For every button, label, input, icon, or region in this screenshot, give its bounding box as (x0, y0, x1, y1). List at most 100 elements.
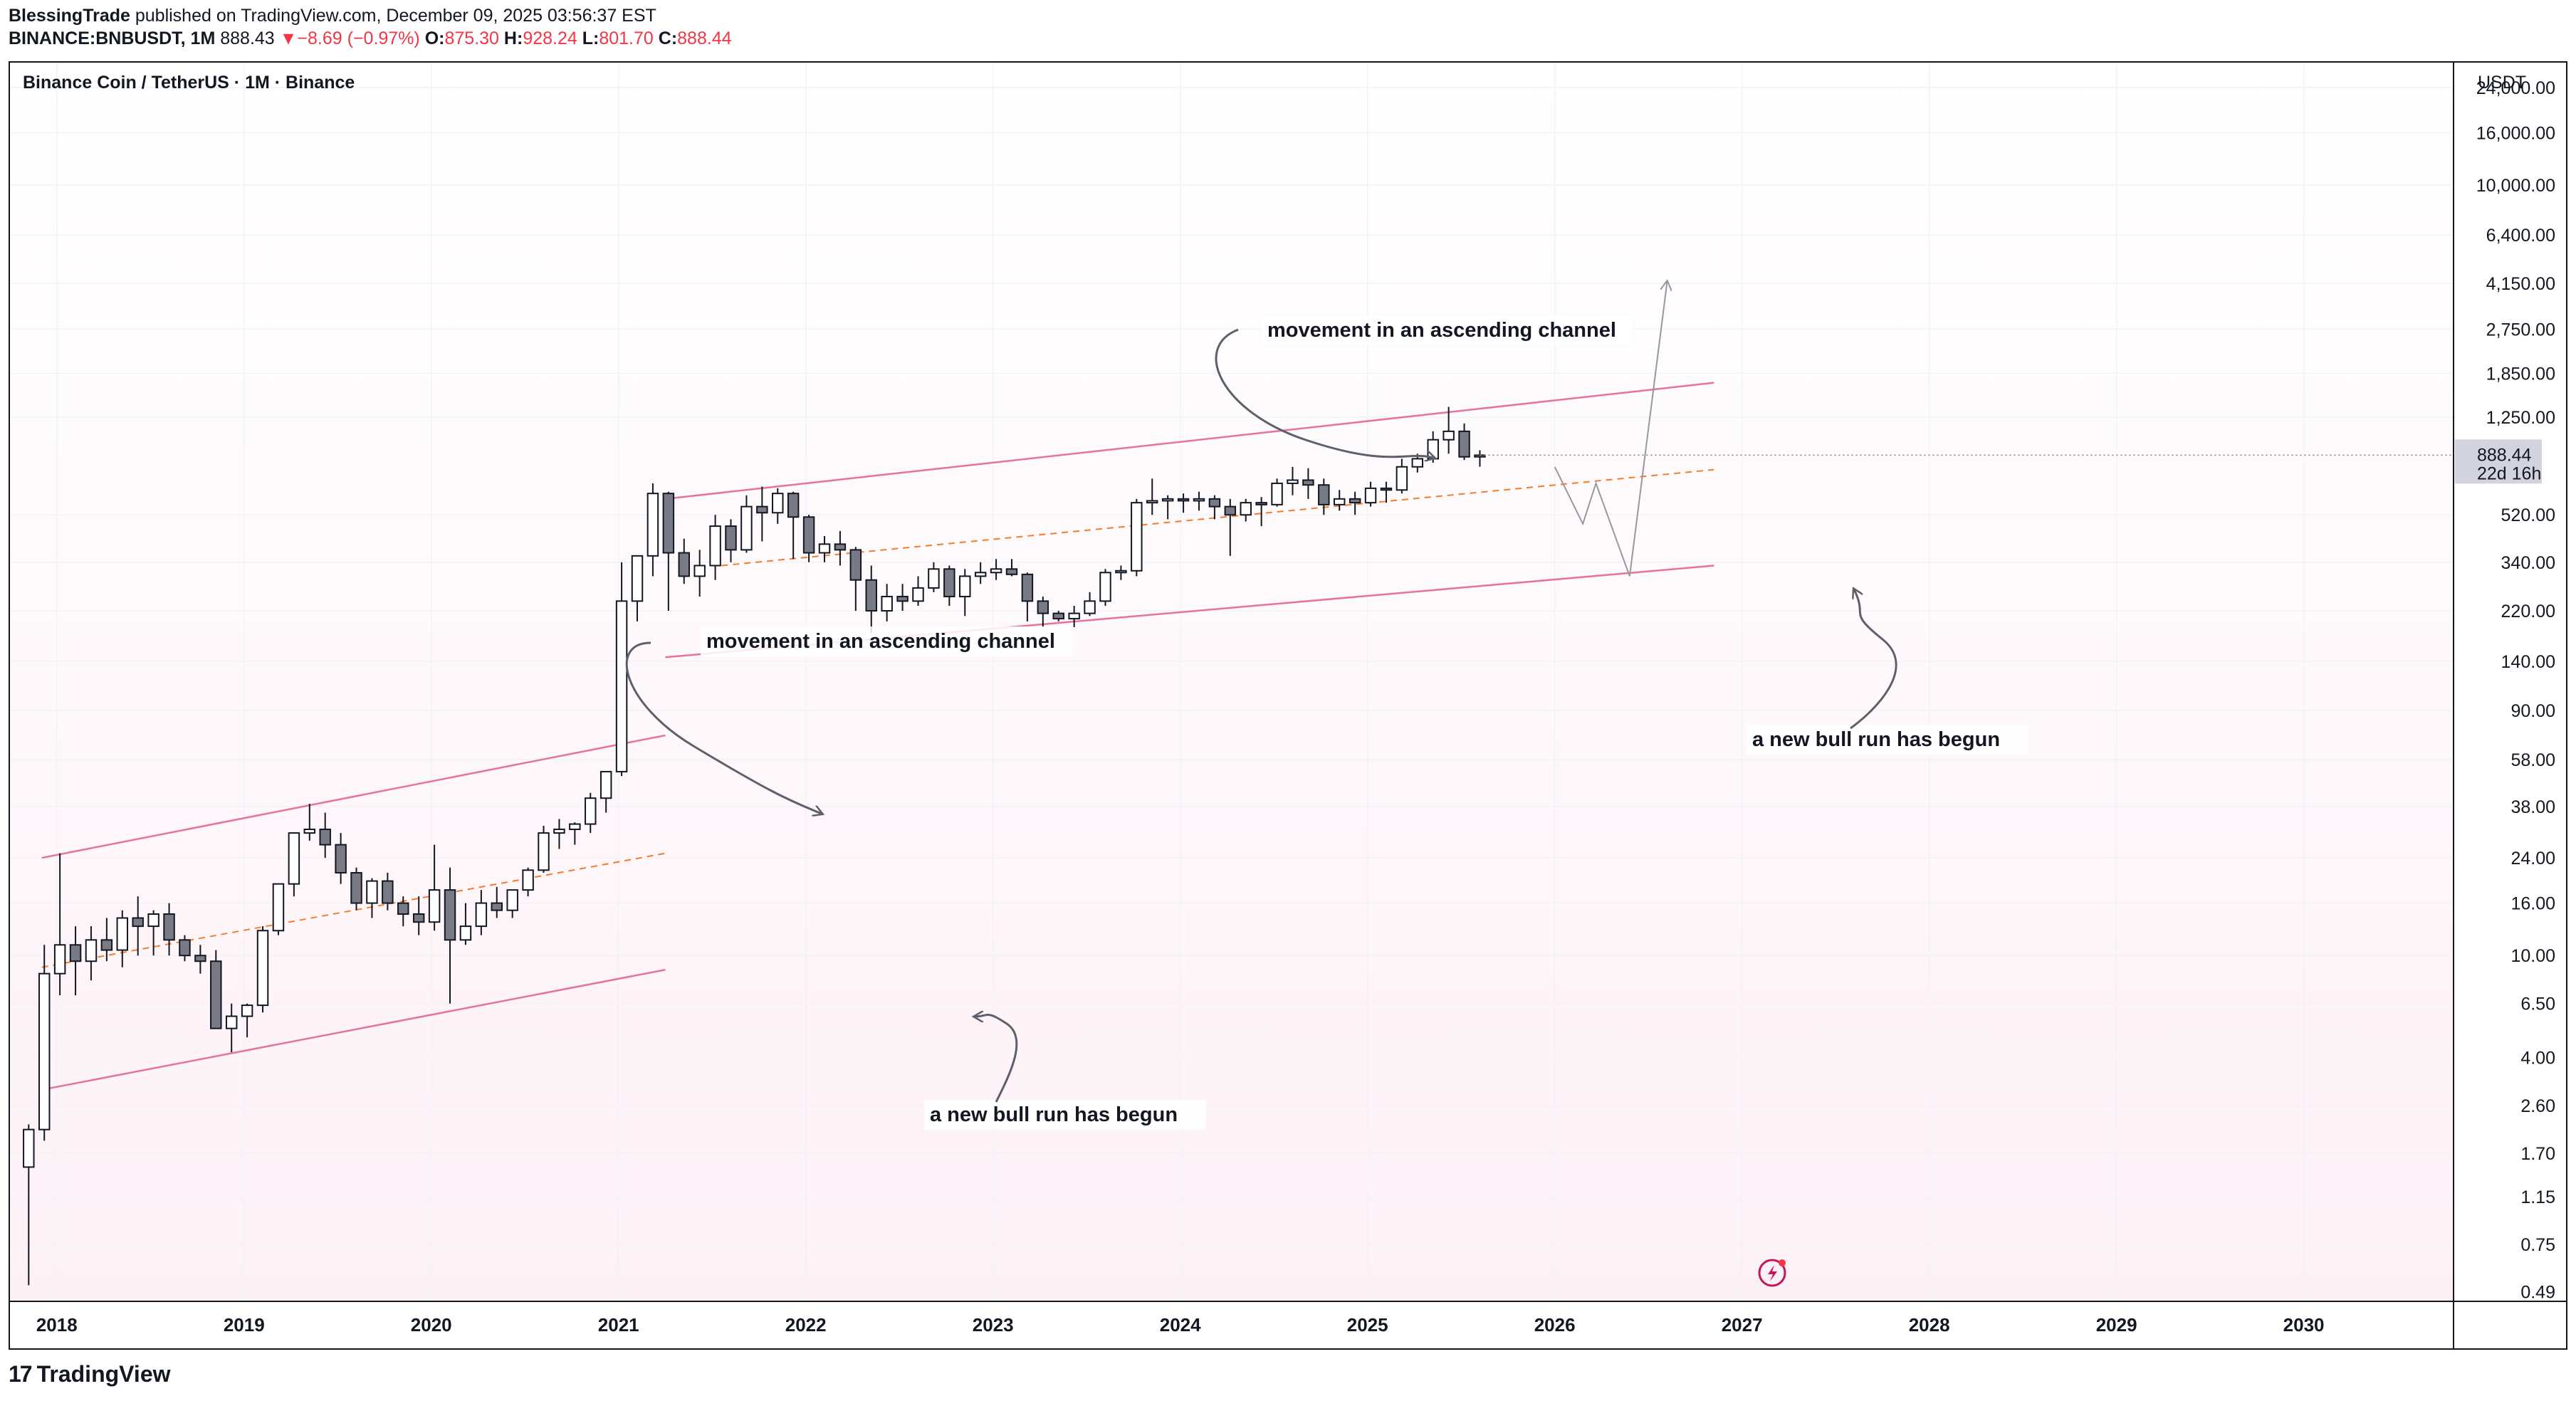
tradingview-logo[interactable]: 17 TradingView (9, 1361, 171, 1387)
candle (428, 844, 441, 931)
candle-body (179, 939, 191, 957)
candle (818, 536, 831, 562)
lightning-icon[interactable] (1758, 1259, 1786, 1287)
time-tick-label: 2024 (1160, 1314, 1201, 1336)
candle (693, 550, 706, 597)
published-text: published on TradingView.com, December 0… (135, 6, 656, 26)
annotations: movement in an ascending channel movement… (625, 315, 2028, 1130)
candle-body (553, 828, 565, 834)
candle (1255, 497, 1267, 527)
candle-body (53, 944, 66, 975)
price-chart[interactable]: movement in an ascending channel movement… (10, 63, 2566, 1348)
candle-body (709, 525, 721, 567)
candle-body (1380, 487, 1393, 491)
candle (491, 886, 503, 918)
channel-1-mid (41, 852, 666, 968)
price-tick-label: 1,850.00 (2486, 364, 2555, 384)
price-axis[interactable]: 24,000.00 16,000.00 10,000.00 6,400.00 4,150… (2476, 78, 2555, 1303)
price-tick-label: 24,000.00 (2476, 78, 2555, 98)
candle-body (974, 572, 987, 577)
candle-body (1411, 458, 1424, 468)
candle-body (412, 913, 425, 923)
channel-lines (41, 382, 1714, 1091)
plot-background (10, 63, 2454, 1301)
candle-body (1052, 612, 1064, 620)
candle (1052, 610, 1064, 621)
time-tick-label: 2025 (1347, 1314, 1388, 1336)
candle-body (1333, 498, 1346, 505)
price-tick-label: 2,750.00 (2486, 320, 2555, 340)
tradingview-logo-text: TradingView (36, 1361, 171, 1387)
candle-body (1115, 570, 1127, 574)
candle (256, 926, 269, 1013)
channel-2-upper (665, 382, 1714, 500)
open-label: O: (424, 28, 445, 48)
candle (802, 515, 815, 562)
price-tick-label: 0.75 (2520, 1235, 2555, 1255)
candle (241, 1003, 253, 1038)
candle-body (1224, 505, 1237, 516)
price-tick-label: 16.00 (2510, 894, 2555, 914)
candle (834, 530, 847, 566)
time-axis[interactable]: 2018 2019 2020 2021 2022 2023 2024 2025 2026 2027… (36, 1314, 2325, 1336)
candle (194, 945, 206, 974)
candle (1302, 468, 1314, 499)
price-tick-label: 10,000.00 (2476, 176, 2555, 196)
candle-body (1302, 479, 1314, 486)
candle-body (288, 832, 300, 885)
candle (225, 1003, 238, 1053)
last-price: 888.43 (220, 28, 275, 48)
candle-body (85, 939, 98, 962)
candle-body (475, 902, 488, 928)
currency-label[interactable]: USDT (2478, 73, 2526, 93)
candle (928, 562, 940, 592)
price-tick-label: 58.00 (2510, 750, 2555, 770)
symbol-label: BINANCE:BNBUSDT, 1M (9, 28, 216, 48)
candle (756, 486, 768, 542)
candle (1146, 478, 1158, 515)
candle-body (1271, 482, 1283, 505)
price-tick-label: 6.50 (2520, 995, 2555, 1014)
candle (303, 804, 316, 841)
projection-line (1554, 282, 1667, 577)
time-tick-label: 2028 (1909, 1314, 1950, 1336)
candle (288, 832, 300, 897)
candle-body (491, 902, 503, 911)
candle (475, 890, 488, 935)
candle-body (725, 525, 737, 551)
annotation-arrow (1850, 589, 1897, 730)
candle (585, 792, 597, 834)
candle-body (1037, 600, 1049, 614)
candle-body (272, 883, 285, 932)
annotation-arrow (975, 1015, 1018, 1103)
candle-body (631, 555, 644, 602)
close-label: C: (658, 28, 678, 48)
last-price-countdown: 22d 16h (2477, 463, 2541, 483)
candle-body (1084, 600, 1096, 614)
candle-body (210, 960, 222, 1029)
price-tick-label: 1.15 (2520, 1187, 2555, 1207)
candle-body (1443, 430, 1455, 441)
candle-body (1177, 498, 1190, 502)
candle (631, 555, 644, 621)
price-tick-label: 2.60 (2520, 1096, 2555, 1116)
low-value: 801.70 (599, 28, 654, 48)
candle (1084, 592, 1096, 616)
candle (1115, 565, 1127, 580)
chart-frame[interactable]: movement in an ascending channel movement… (9, 61, 2567, 1350)
price-tick-label: 16,000.00 (2476, 123, 2555, 143)
candle-body (569, 823, 581, 830)
annotation-background (1262, 315, 1633, 345)
candle-body (350, 871, 362, 904)
annotation-arrow (625, 641, 822, 814)
candle (38, 945, 51, 1141)
candle-body (335, 844, 347, 873)
candle-body (1458, 430, 1470, 458)
candle (1458, 423, 1470, 461)
author-name[interactable]: BlessingTrade (9, 6, 130, 26)
candle-body (428, 889, 441, 923)
candle (522, 867, 534, 897)
candle-body (444, 889, 456, 941)
candle (912, 576, 924, 607)
candle-body (116, 917, 129, 951)
